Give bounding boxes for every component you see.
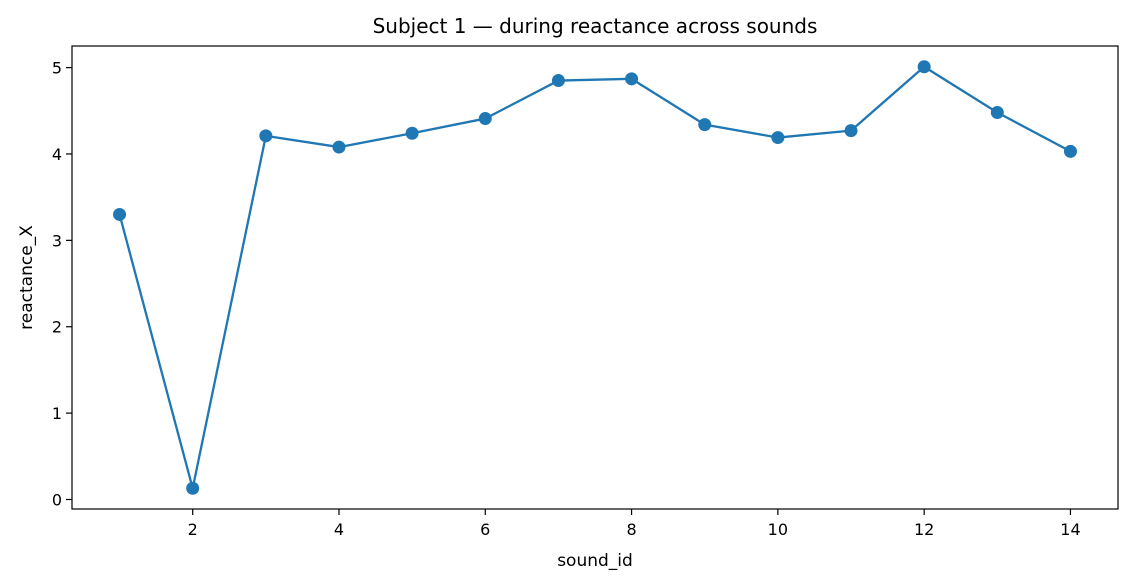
x-tick-label: 14 (1060, 520, 1080, 539)
x-tick-label: 6 (480, 520, 490, 539)
data-point (625, 72, 639, 86)
series-line (118, 65, 1071, 490)
data-point (990, 106, 1004, 120)
x-tick-label: 12 (914, 520, 934, 539)
data-point (551, 74, 565, 88)
data-point (113, 207, 127, 221)
y-tick-label: 3 (52, 231, 62, 250)
plot-frame (71, 45, 1119, 510)
x-tick-label: 10 (768, 520, 788, 539)
x-axis-ticks: 2 4 6 8 10 12 14 (188, 509, 1081, 539)
data-point (1063, 144, 1077, 158)
y-axis-ticks: 0 1 2 3 4 5 (52, 59, 72, 509)
data-point (844, 124, 858, 138)
data-point (332, 140, 346, 154)
y-tick-label: 4 (52, 145, 62, 164)
data-point (698, 118, 712, 132)
x-axis-label: sound_id (557, 551, 633, 571)
data-point (186, 481, 200, 495)
y-tick-label: 1 (52, 404, 62, 423)
plot-area (113, 60, 1077, 495)
y-tick-label: 2 (52, 318, 62, 337)
y-tick-label: 5 (52, 59, 62, 78)
x-tick-label: 2 (188, 520, 198, 539)
data-point (405, 126, 419, 140)
chart-title: Subject 1 — during reactance across soun… (373, 14, 818, 38)
data-point (917, 60, 931, 74)
data-point (259, 129, 273, 143)
x-tick-label: 8 (626, 520, 636, 539)
x-tick-label: 4 (334, 520, 344, 539)
y-tick-label: 0 (52, 490, 62, 509)
data-point (478, 112, 492, 126)
y-axis-label: reactance_X (17, 225, 37, 330)
data-point (771, 131, 785, 145)
